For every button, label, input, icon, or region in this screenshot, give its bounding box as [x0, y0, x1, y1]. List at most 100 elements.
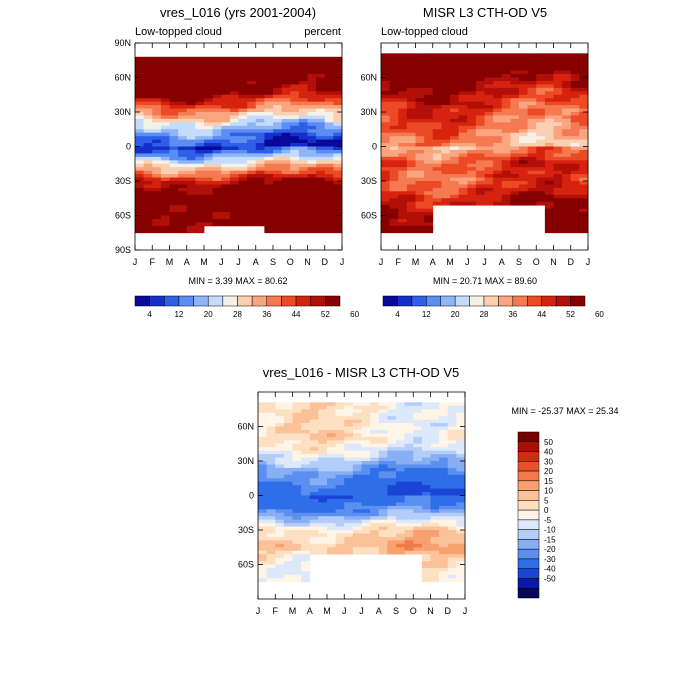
diff-cell [335, 530, 345, 534]
diff-cell [266, 409, 276, 414]
obs-cell [536, 198, 546, 203]
model-cell [273, 222, 283, 227]
obs-cell [406, 174, 416, 178]
diff-cell [266, 578, 276, 583]
obs-cell [415, 167, 425, 172]
diff-cell [396, 443, 406, 448]
obs-cell [458, 139, 468, 144]
model-cell [247, 139, 257, 144]
diff-cell [309, 467, 319, 472]
obs-cell [381, 181, 391, 185]
obs-cell [553, 153, 563, 158]
obs-cell [389, 146, 399, 151]
diff-cell [318, 454, 328, 458]
obs-cell [406, 225, 416, 230]
model-cell [160, 225, 170, 230]
diff-cell [404, 447, 414, 452]
obs-cell [562, 132, 572, 137]
diff-cell [283, 505, 293, 510]
model-cell [264, 70, 274, 75]
model-cell [229, 108, 239, 113]
obs-cell [553, 160, 563, 165]
diff-cell [456, 412, 466, 417]
obs-cell [424, 60, 434, 65]
obs-cell [536, 112, 546, 116]
model-cell [178, 149, 188, 154]
obs-cell [458, 198, 468, 203]
obs-cell [527, 98, 537, 103]
model-cell [221, 74, 231, 78]
obs-cell [458, 160, 468, 165]
obs-colorbar-label: 20 [451, 310, 460, 319]
diff-cell [447, 433, 457, 438]
model-cell [290, 184, 300, 189]
model-cell [143, 170, 153, 175]
model-cell [247, 129, 257, 134]
obs-cell [579, 146, 589, 151]
diff-cell [387, 450, 397, 455]
diff-cell [275, 526, 285, 531]
model-cell [229, 136, 239, 140]
obs-cell [389, 87, 399, 92]
diff-cell [283, 523, 293, 527]
obs-cell [381, 67, 391, 71]
diff-cell [352, 454, 362, 458]
obs-cell [389, 160, 399, 165]
diff-cell [447, 543, 457, 548]
obs-cell [579, 94, 589, 99]
diff-cell [292, 516, 302, 521]
diff-colorbar-box [517, 529, 540, 540]
obs-cell [450, 56, 460, 61]
diff-cell [387, 429, 397, 434]
model-cell [143, 70, 153, 75]
obs-cell [432, 122, 442, 127]
obs-cell [562, 63, 572, 68]
diff-cell [275, 492, 285, 496]
obs-cell [493, 112, 503, 116]
model-xtick-label: O [287, 257, 294, 267]
model-cell [152, 198, 162, 203]
model-cell [204, 187, 214, 192]
diff-cell [352, 530, 362, 534]
diff-cell [352, 440, 362, 445]
diff-cell [352, 512, 362, 517]
model-cell [273, 160, 283, 165]
obs-cell [510, 146, 520, 151]
obs-cell [467, 84, 477, 89]
model-cell [229, 170, 239, 175]
model-cell [195, 170, 205, 175]
obs-cell [415, 60, 425, 65]
model-cell [221, 122, 231, 127]
diff-cell [335, 409, 345, 414]
obs-cell [553, 225, 563, 230]
model-cell [316, 70, 326, 75]
obs-cell [424, 163, 434, 168]
obs-cell [389, 74, 399, 78]
model-cell [264, 174, 274, 178]
obs-cell [536, 108, 546, 113]
diff-cell [292, 561, 302, 565]
model-cell [160, 167, 170, 172]
model-ytick-label: 0 [126, 142, 131, 152]
diff-cell [318, 540, 328, 545]
obs-cell [536, 146, 546, 151]
model-cell [316, 181, 326, 185]
diff-cell [387, 478, 397, 483]
diff-cell [439, 419, 449, 424]
model-cell [298, 218, 308, 223]
obs-cell [510, 194, 520, 199]
obs-cell [475, 174, 485, 178]
obs-cell [415, 215, 425, 220]
obs-cell [406, 67, 416, 71]
obs-cell [544, 187, 554, 192]
diff-cell [344, 454, 354, 458]
model-cell [264, 163, 274, 168]
model-cell [152, 184, 162, 189]
diff-cell [266, 536, 276, 541]
model-cell [290, 177, 300, 182]
obs-cell [450, 191, 460, 196]
obs-cell [536, 132, 546, 137]
model-cell [281, 163, 291, 168]
model-cell [135, 115, 145, 120]
diff-cell [439, 447, 449, 452]
